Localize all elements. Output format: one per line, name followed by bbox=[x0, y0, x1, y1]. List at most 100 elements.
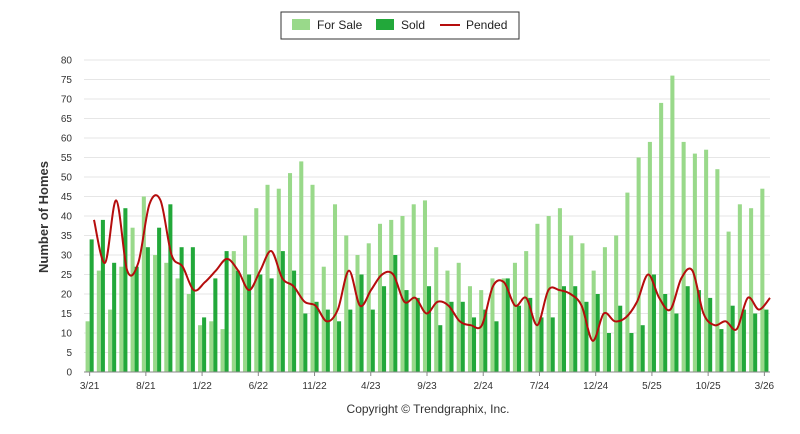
y-tick-label: 75 bbox=[61, 75, 73, 86]
bar-for-sale bbox=[141, 196, 146, 372]
bar-sold bbox=[438, 325, 443, 372]
bar-for-sale bbox=[569, 235, 574, 372]
bar-sold bbox=[292, 270, 297, 372]
bar-for-sale bbox=[344, 235, 349, 372]
bar-for-sale bbox=[445, 270, 450, 372]
bar-sold bbox=[730, 305, 735, 372]
bar-sold bbox=[303, 313, 308, 372]
y-axis-ticks: 0 5 10 15 20 25 30 35 40 45 50 55 60 65 70 75 80 bbox=[61, 56, 73, 379]
y-tick-label: 80 bbox=[61, 56, 73, 67]
bar-sold bbox=[719, 329, 724, 372]
copyright-text: Copyright © Trendgraphix, Inc. bbox=[347, 402, 510, 416]
series-sold bbox=[89, 204, 769, 372]
bar-sold bbox=[123, 208, 128, 372]
y-tick-label: 30 bbox=[61, 251, 73, 262]
bar-sold bbox=[449, 301, 454, 372]
bar-sold bbox=[325, 309, 330, 372]
legend-label-for-sale: For Sale bbox=[317, 18, 363, 32]
bar-for-sale bbox=[625, 192, 630, 372]
bar-sold bbox=[685, 286, 690, 372]
y-tick-label: 45 bbox=[61, 192, 73, 203]
bar-sold bbox=[157, 227, 162, 372]
bar-sold bbox=[696, 290, 701, 372]
bar-sold bbox=[663, 294, 668, 372]
y-tick-label: 65 bbox=[61, 114, 73, 125]
bar-for-sale bbox=[749, 208, 754, 372]
bar-sold bbox=[528, 297, 533, 372]
bar-sold bbox=[337, 321, 342, 372]
bar-sold bbox=[741, 309, 746, 372]
bar-for-sale bbox=[726, 231, 731, 372]
bar-sold bbox=[202, 317, 207, 372]
bar-sold bbox=[179, 247, 184, 372]
bar-for-sale bbox=[220, 329, 225, 372]
bar-sold bbox=[539, 317, 544, 372]
bar-sold bbox=[382, 286, 387, 372]
y-axis-title: Number of Homes bbox=[36, 161, 51, 273]
bar-sold bbox=[404, 290, 409, 372]
bar-sold bbox=[269, 278, 274, 372]
bar-for-sale bbox=[434, 247, 439, 372]
bar-sold bbox=[348, 309, 353, 372]
bar-for-sale bbox=[243, 235, 248, 372]
y-tick-label: 40 bbox=[61, 212, 73, 223]
bar-for-sale bbox=[737, 204, 742, 372]
bar-for-sale bbox=[602, 247, 607, 372]
x-tick-label: 2/24 bbox=[473, 381, 493, 392]
bar-for-sale bbox=[209, 321, 214, 372]
bar-for-sale bbox=[467, 286, 472, 372]
bar-for-sale bbox=[490, 278, 495, 372]
bar-sold bbox=[606, 333, 611, 372]
series-pended bbox=[93, 194, 771, 342]
y-tick-label: 70 bbox=[61, 95, 73, 106]
bar-for-sale bbox=[411, 204, 416, 372]
bar-for-sale bbox=[366, 243, 371, 372]
x-tick-label: 1/22 bbox=[192, 381, 212, 392]
legend-label-sold: Sold bbox=[401, 18, 425, 32]
y-tick-label: 60 bbox=[61, 134, 73, 145]
series-for-sale bbox=[85, 75, 765, 373]
y-tick-label: 50 bbox=[61, 173, 73, 184]
bar-sold bbox=[224, 251, 229, 372]
bar-for-sale bbox=[647, 141, 652, 372]
bar-for-sale bbox=[692, 153, 697, 372]
bar-sold bbox=[112, 262, 117, 372]
bar-sold bbox=[629, 333, 634, 372]
bar-for-sale bbox=[332, 204, 338, 372]
bar-sold bbox=[764, 309, 769, 372]
bar-sold bbox=[573, 286, 578, 372]
bar-sold bbox=[505, 278, 510, 372]
bar-for-sale bbox=[636, 157, 641, 372]
bar-sold bbox=[460, 301, 465, 372]
bar-sold bbox=[415, 297, 420, 372]
bar-for-sale bbox=[265, 184, 270, 372]
bar-sold bbox=[753, 313, 758, 372]
x-tick-label: 6/22 bbox=[249, 381, 269, 392]
y-tick-label: 55 bbox=[61, 153, 73, 164]
bar-sold bbox=[674, 313, 679, 372]
bar-for-sale bbox=[164, 262, 169, 372]
bar-sold bbox=[483, 309, 488, 372]
x-tick-label: 11/22 bbox=[302, 381, 327, 392]
bar-for-sale bbox=[276, 188, 281, 372]
bar-for-sale bbox=[288, 173, 293, 372]
bar-sold bbox=[550, 317, 555, 372]
bar-sold bbox=[247, 274, 252, 372]
bar-sold bbox=[359, 274, 364, 372]
bar-for-sale bbox=[377, 223, 383, 372]
bar-sold bbox=[427, 286, 432, 372]
bar-sold bbox=[393, 255, 398, 372]
bar-sold bbox=[314, 301, 319, 372]
x-tick-label: 10/25 bbox=[696, 381, 721, 392]
legend-label-pended: Pended bbox=[466, 18, 507, 32]
legend-swatch-for-sale bbox=[292, 19, 310, 30]
y-tick-label: 5 bbox=[66, 348, 72, 359]
bar-for-sale bbox=[670, 75, 675, 372]
bar-for-sale bbox=[85, 321, 90, 372]
bar-sold bbox=[561, 286, 566, 372]
x-tick-label: 3/21 bbox=[80, 381, 100, 392]
bar-for-sale bbox=[153, 255, 158, 372]
bar-for-sale bbox=[231, 251, 236, 372]
x-tick-label: 4/23 bbox=[361, 381, 381, 392]
